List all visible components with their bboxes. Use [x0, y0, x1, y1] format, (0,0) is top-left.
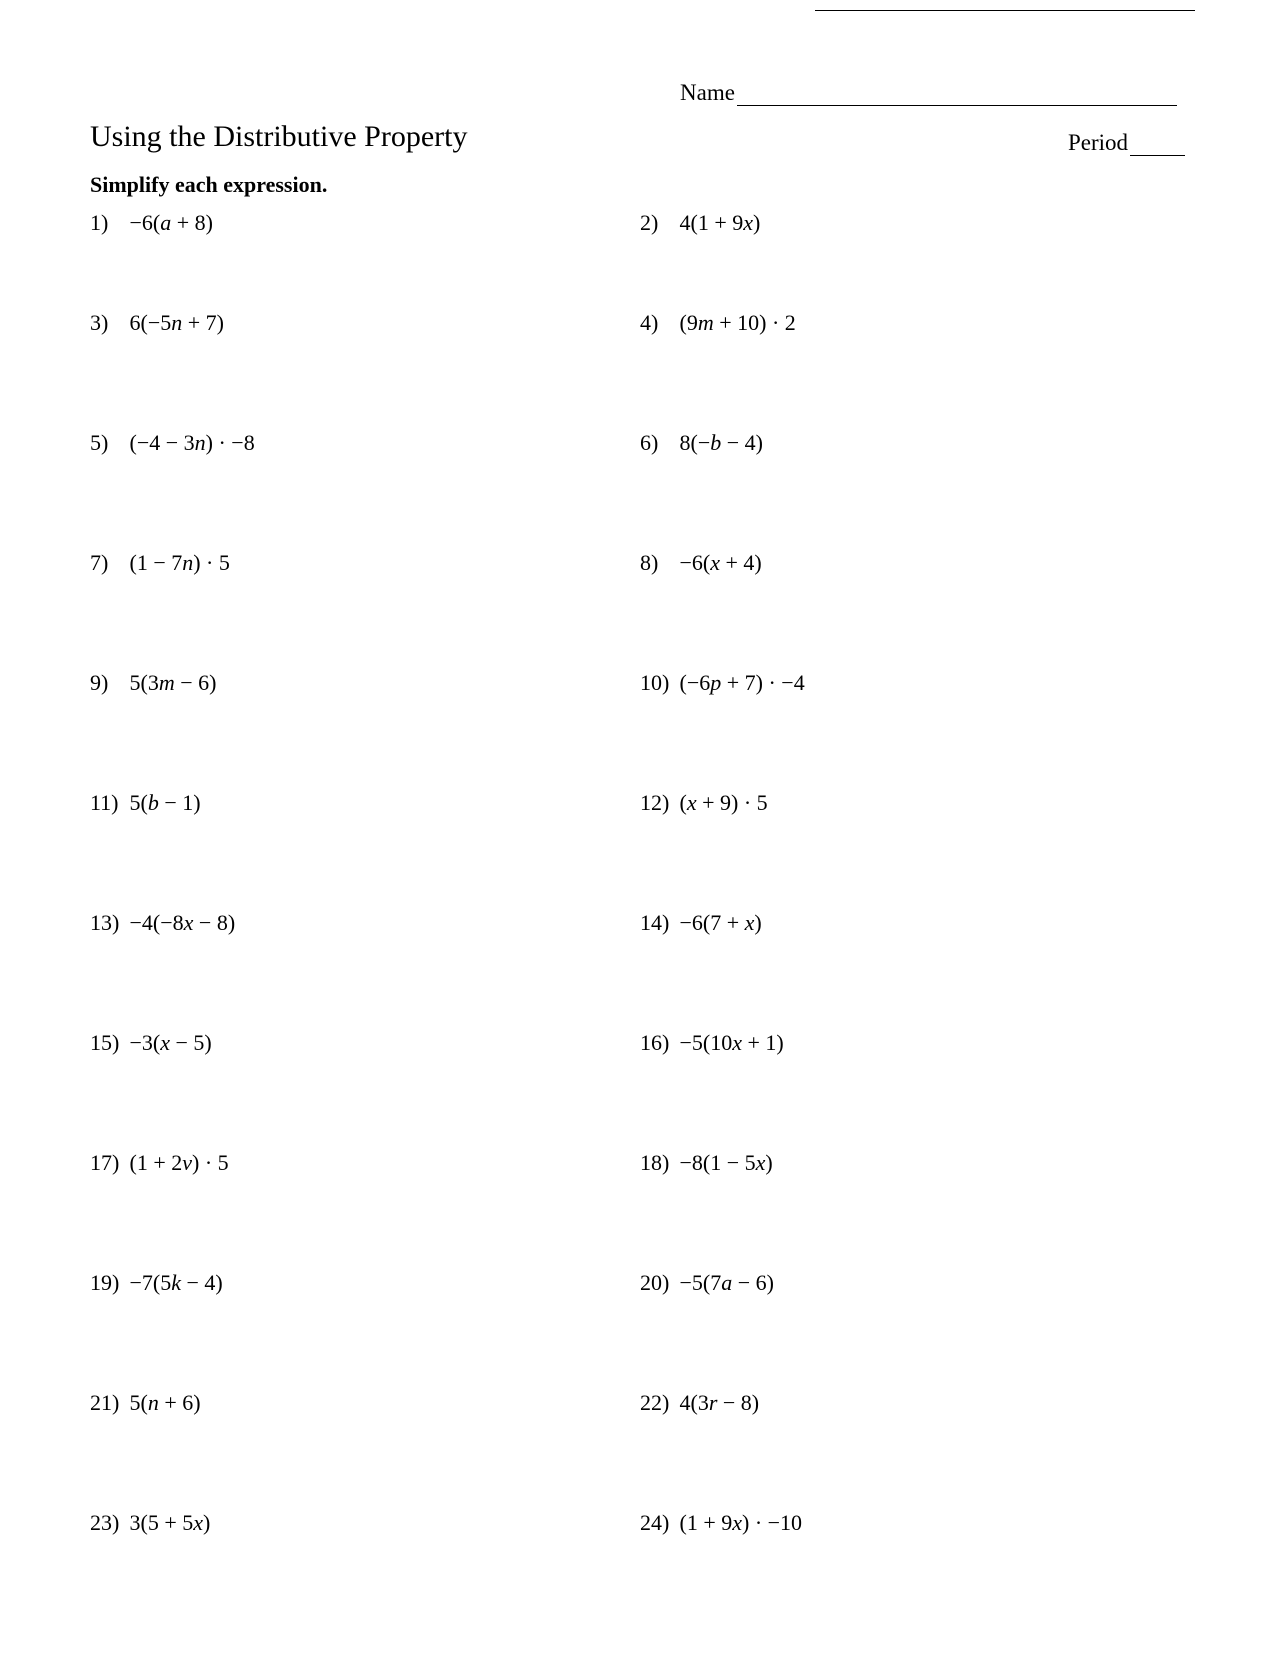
problem-row: 15) −3(x − 5)16) −5(10x + 1)	[90, 1030, 1190, 1150]
problems-grid: 1) −6(a + 8)2) 4(1 + 9x)3) 6(−5n + 7)4) …	[90, 210, 1190, 1630]
name-blank-line[interactable]	[737, 105, 1177, 106]
problem: 13) −4(−8x − 8)	[90, 910, 640, 1030]
problem-row: 23) 3(5 + 5x)24) (1 + 9x) · −10	[90, 1510, 1190, 1630]
problem-number: 14)	[640, 910, 674, 936]
problem: 3) 6(−5n + 7)	[90, 310, 640, 430]
problem: 23) 3(5 + 5x)	[90, 1510, 640, 1630]
period-field: Period	[1068, 130, 1185, 156]
problem-row: 5) (−4 − 3n) · −86) 8(−b − 4)	[90, 430, 1190, 550]
problem-number: 17)	[90, 1150, 124, 1176]
problem: 22) 4(3r − 8)	[640, 1390, 1190, 1510]
problem-number: 23)	[90, 1510, 124, 1536]
problem: 1) −6(a + 8)	[90, 210, 640, 310]
problem: 19) −7(5k − 4)	[90, 1270, 640, 1390]
problem-number: 21)	[90, 1390, 124, 1416]
problem-row: 1) −6(a + 8)2) 4(1 + 9x)	[90, 210, 1190, 310]
problem-number: 1)	[90, 210, 124, 236]
problem-number: 19)	[90, 1270, 124, 1296]
problem-number: 6)	[640, 430, 674, 456]
problem-expression: 4(1 + 9x)	[674, 210, 760, 235]
problem-row: 11) 5(b − 1)12) (x + 9) · 5	[90, 790, 1190, 910]
problem-number: 8)	[640, 550, 674, 576]
problem-number: 2)	[640, 210, 674, 236]
problem-expression: −4(−8x − 8)	[124, 910, 235, 935]
problem-number: 20)	[640, 1270, 674, 1296]
problem: 10) (−6p + 7) · −4	[640, 670, 1190, 790]
period-blank-line[interactable]	[1130, 155, 1185, 156]
problem-expression: (−4 − 3n) · −8	[124, 430, 255, 455]
problem-number: 3)	[90, 310, 124, 336]
problem-number: 12)	[640, 790, 674, 816]
problem: 24) (1 + 9x) · −10	[640, 1510, 1190, 1630]
problem: 4) (9m + 10) · 2	[640, 310, 1190, 430]
problem-number: 11)	[90, 790, 124, 816]
problem-row: 17) (1 + 2v) · 518) −8(1 − 5x)	[90, 1150, 1190, 1270]
top-rule	[815, 10, 1195, 11]
worksheet-page: Name Period Using the Distributive Prope…	[0, 0, 1275, 1664]
problem-row: 7) (1 − 7n) · 58) −6(x + 4)	[90, 550, 1190, 670]
name-field: Name	[680, 80, 1177, 106]
problem: 18) −8(1 − 5x)	[640, 1150, 1190, 1270]
problem-expression: (9m + 10) · 2	[674, 310, 796, 335]
problem-number: 15)	[90, 1030, 124, 1056]
problem: 20) −5(7a − 6)	[640, 1270, 1190, 1390]
problem-number: 18)	[640, 1150, 674, 1176]
problem-expression: −5(7a − 6)	[674, 1270, 774, 1295]
problem: 17) (1 + 2v) · 5	[90, 1150, 640, 1270]
problem: 12) (x + 9) · 5	[640, 790, 1190, 910]
problem-expression: 4(3r − 8)	[674, 1390, 759, 1415]
problem: 11) 5(b − 1)	[90, 790, 640, 910]
period-label: Period	[1068, 130, 1128, 155]
problem-number: 10)	[640, 670, 674, 696]
problem-expression: (1 + 9x) · −10	[674, 1510, 802, 1535]
problem: 14) −6(7 + x)	[640, 910, 1190, 1030]
problem-number: 5)	[90, 430, 124, 456]
problem-number: 13)	[90, 910, 124, 936]
problem-expression: −5(10x + 1)	[674, 1030, 784, 1055]
instructions-text: Simplify each expression.	[90, 172, 327, 198]
problem-expression: (x + 9) · 5	[674, 790, 768, 815]
problem-expression: −6(x + 4)	[674, 550, 762, 575]
problem-number: 4)	[640, 310, 674, 336]
problem: 21) 5(n + 6)	[90, 1390, 640, 1510]
problem-expression: 8(−b − 4)	[674, 430, 763, 455]
problem-number: 24)	[640, 1510, 674, 1536]
problem-number: 22)	[640, 1390, 674, 1416]
problem-expression: −6(7 + x)	[674, 910, 762, 935]
problem-expression: −3(x − 5)	[124, 1030, 212, 1055]
problem-expression: −6(a + 8)	[124, 210, 213, 235]
problem-expression: 5(b − 1)	[124, 790, 201, 815]
problem: 7) (1 − 7n) · 5	[90, 550, 640, 670]
problem: 15) −3(x − 5)	[90, 1030, 640, 1150]
problem-expression: 6(−5n + 7)	[124, 310, 224, 335]
problem-expression: −7(5k − 4)	[124, 1270, 223, 1295]
problem-row: 19) −7(5k − 4)20) −5(7a − 6)	[90, 1270, 1190, 1390]
problem-number: 9)	[90, 670, 124, 696]
name-label: Name	[680, 80, 735, 105]
problem-expression: −8(1 − 5x)	[674, 1150, 773, 1175]
problem: 5) (−4 − 3n) · −8	[90, 430, 640, 550]
problem-expression: 3(5 + 5x)	[124, 1510, 210, 1535]
problem-row: 9) 5(3m − 6)10) (−6p + 7) · −4	[90, 670, 1190, 790]
problem-row: 21) 5(n + 6)22) 4(3r − 8)	[90, 1390, 1190, 1510]
problem-row: 13) −4(−8x − 8)14) −6(7 + x)	[90, 910, 1190, 1030]
problem: 9) 5(3m − 6)	[90, 670, 640, 790]
worksheet-title: Using the Distributive Property	[90, 120, 467, 154]
problem: 2) 4(1 + 9x)	[640, 210, 1190, 310]
problem-expression: (−6p + 7) · −4	[674, 670, 805, 695]
problem: 16) −5(10x + 1)	[640, 1030, 1190, 1150]
problem: 8) −6(x + 4)	[640, 550, 1190, 670]
problem-expression: (1 + 2v) · 5	[124, 1150, 229, 1175]
problem-row: 3) 6(−5n + 7)4) (9m + 10) · 2	[90, 310, 1190, 430]
problem-expression: 5(n + 6)	[124, 1390, 201, 1415]
problem-expression: (1 − 7n) · 5	[124, 550, 230, 575]
problem-expression: 5(3m − 6)	[124, 670, 216, 695]
problem: 6) 8(−b − 4)	[640, 430, 1190, 550]
problem-number: 7)	[90, 550, 124, 576]
problem-number: 16)	[640, 1030, 674, 1056]
